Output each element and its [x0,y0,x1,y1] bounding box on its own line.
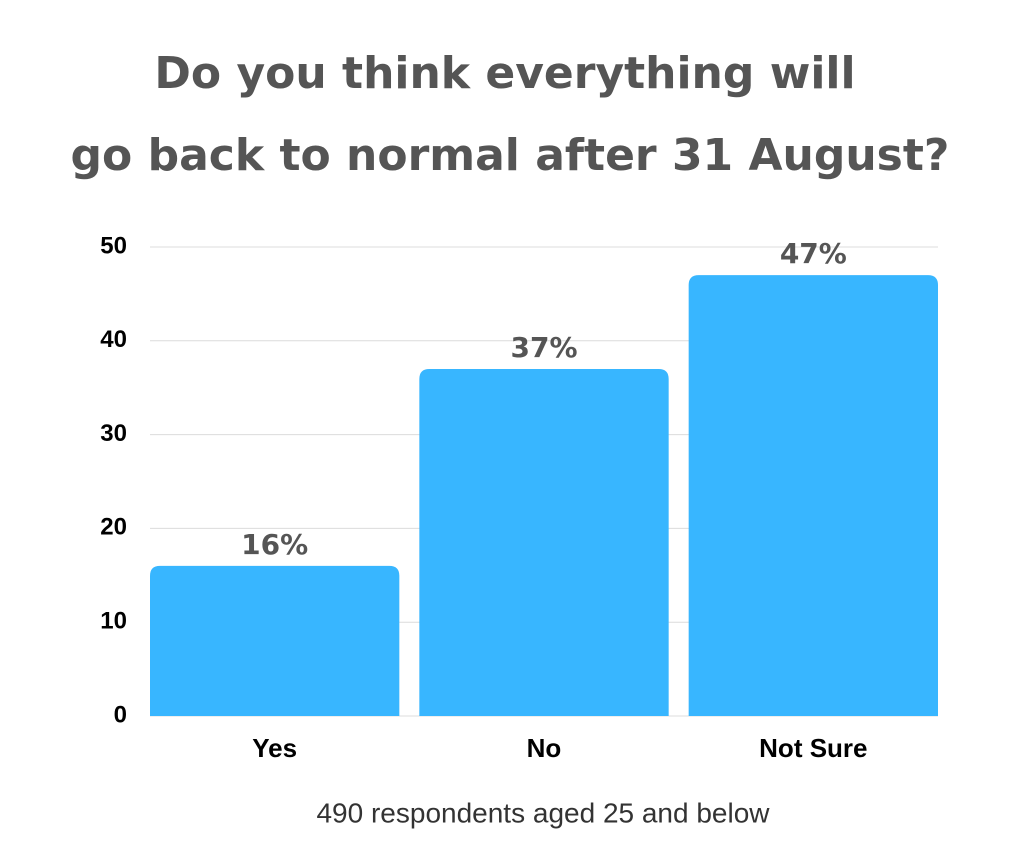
bar [419,368,669,716]
bar [150,565,400,716]
y-tick-label: 40 [100,326,127,353]
y-tick-label: 30 [100,420,127,447]
chart-title: go back to normal after 31 August? [71,130,950,181]
y-tick-label: 50 [100,232,127,259]
bar [688,275,938,716]
y-tick-label: 20 [100,514,127,541]
x-tick-label: Yes [252,733,297,763]
value-label: 16% [241,528,308,561]
x-tick-label: Not Sure [759,733,867,763]
caption: 490 respondents aged 25 and below [316,797,770,828]
y-tick-label: 0 [114,701,127,728]
value-label: 37% [510,331,577,364]
value-label: 47% [780,237,847,270]
x-tick-label: No [527,733,562,763]
y-tick-label: 10 [100,608,127,635]
chart-title: Do you think everything will [154,48,855,99]
